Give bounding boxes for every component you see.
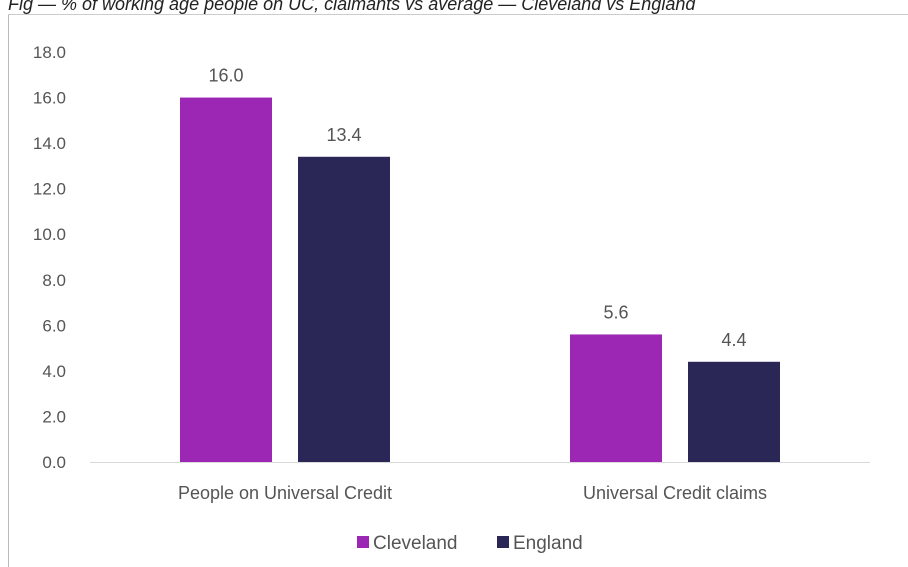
data-label: 13.4 — [326, 125, 361, 145]
y-tick-label: 16.0 — [33, 89, 66, 108]
y-tick-label: 18.0 — [33, 43, 66, 62]
legend-label-cleveland: Cleveland — [373, 533, 458, 554]
bar-cleveland-2 — [570, 334, 662, 462]
y-tick-label: 14.0 — [33, 134, 66, 153]
legend-swatch-cleveland — [357, 536, 369, 548]
bar-cleveland-1 — [180, 97, 272, 463]
y-tick-label: 10.0 — [33, 225, 66, 244]
legend-swatch-england — [497, 536, 509, 548]
y-tick-label: 0.0 — [42, 453, 66, 472]
bars-group: 16.0 13.4 5.6 4.4 — [180, 66, 780, 463]
data-label: 4.4 — [721, 330, 746, 350]
y-tick-label: 6.0 — [42, 316, 66, 335]
bar-england-2 — [688, 361, 780, 462]
legend-label-england: England — [513, 533, 583, 554]
y-tick-label: 8.0 — [42, 271, 66, 290]
figure-caption: Fig — % of working age people on UC, cla… — [8, 0, 696, 14]
data-label: 5.6 — [603, 302, 628, 322]
y-tick-label: 4.0 — [42, 362, 66, 381]
legend: Cleveland England — [357, 533, 583, 554]
bar-england-1 — [298, 156, 390, 462]
x-axis: People on Universal Credit Universal Cred… — [90, 462, 870, 503]
y-tick-label: 2.0 — [42, 407, 66, 426]
data-label: 16.0 — [208, 66, 243, 86]
x-category-label: Universal Credit claims — [583, 483, 767, 503]
y-axis: 0.0 2.0 4.0 6.0 8.0 10.0 12.0 14.0 16.0 18.0 — [33, 43, 66, 472]
x-category-label: People on Universal Credit — [178, 483, 392, 503]
y-tick-label: 12.0 — [33, 180, 66, 199]
